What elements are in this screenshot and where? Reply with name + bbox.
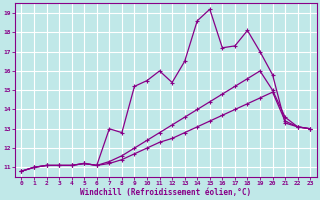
X-axis label: Windchill (Refroidissement éolien,°C): Windchill (Refroidissement éolien,°C): [80, 188, 252, 197]
